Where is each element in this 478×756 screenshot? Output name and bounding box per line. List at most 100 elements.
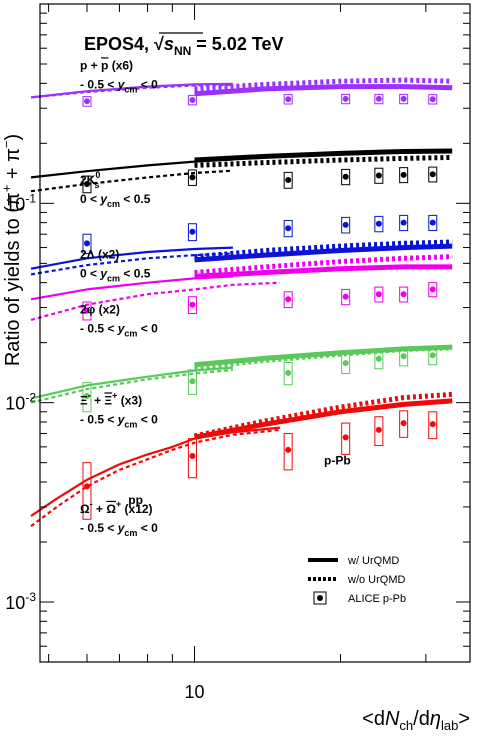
ppb-with-urqmd-line [194,344,453,368]
alice-syst-box [82,462,92,520]
pp-with-urqmd-line [30,366,233,400]
series-label-sup: 0 [95,170,100,180]
series-label-text: Ξ [80,393,88,407]
alice-syst-box [374,167,384,184]
series-layer [30,77,453,528]
legend-label: w/o UrQMD [347,574,406,586]
alice-point [83,98,90,105]
series-label-italic: y [99,266,108,280]
series-label-sub: cm [124,419,137,429]
alice-syst-box [82,301,92,321]
series-label-line: - 0.5 < ycm < 0 [80,412,158,429]
alice-syst-box [283,362,293,386]
title-sqrt: √ [154,34,164,54]
alice-point [189,453,196,460]
y-tick-exponent: -1 [25,191,36,205]
alice-syst-box [399,286,409,303]
series-label-italic: y [99,192,108,206]
ppb-with-urqmd-line [194,243,453,263]
series-label-sup: + [116,499,121,509]
y-tick-base: 10 [5,194,25,214]
alice-syst-box [374,215,384,233]
alice-syst-box [187,369,197,395]
series-label-line: 0 < ycm < 0.5 [80,192,151,209]
alice-syst-box [82,382,92,413]
alice-syst-box [341,168,351,186]
series-label-text: - 0.5 < [80,322,118,336]
series-label-line: 2φ (x2) [80,303,120,317]
series-label-text: < 0 [137,521,158,535]
ylabel-sup: − [0,141,14,149]
legend-label: w/ UrQMD [347,555,399,567]
x-tick-label: 10 [185,682,205,702]
xlabel-italic: η [430,708,441,730]
alice-syst-box [283,291,293,309]
alice-syst-box [341,93,351,105]
ppb-with-urqmd-line [194,398,453,440]
ylabel-part: ) [2,134,24,141]
alice-syst-box [187,223,197,242]
series-label-text: 0 < [80,192,100,206]
alice-syst-box [428,166,438,183]
series-label-sub: cm [124,84,137,94]
ppb-with-urqmd-line [194,148,453,163]
legend: w/ UrQMD w/o UrQMD ALICE p-Pb [308,555,406,605]
alice-syst-box [82,96,92,107]
system-labels: pp p-Pb [128,453,350,507]
series-label-text: 2φ (x2) [80,303,120,317]
alice-point [285,369,292,376]
alice-point [429,421,436,428]
alice-point [375,291,382,298]
alice-point [189,301,196,308]
series-label-italic: y [117,412,126,426]
series-label-line: 2Λ (x2) [80,247,119,261]
alice-syst-box [399,214,409,232]
ylabel-part: + π [2,148,24,185]
alice-point [375,172,382,179]
alice-syst-box [399,347,409,367]
axis-ticks: 10-110-210-310 [5,3,470,702]
alice-syst-box [283,220,293,238]
y-tick-label: 10-3 [5,590,36,613]
alice-point [400,219,407,226]
alice-point [400,291,407,298]
alice-point [189,96,196,103]
series-label-text: 2K [80,173,96,187]
alice-syst-box [341,422,351,455]
pp-without-urqmd-line [30,368,234,404]
chart-title: EPOS4, √sNN = 5.02 TeV [84,34,284,58]
series-label-text: Ω [106,502,116,516]
pp-without-urqmd-line [30,281,280,321]
series-label-sub: cm [124,528,137,538]
ppb-without-urqmd-line [194,154,453,168]
alice-syst-box [374,93,384,105]
alice-syst-box [82,233,92,255]
series-label-text: - 0.5 < [80,77,118,91]
alice-point [375,355,382,362]
y-tick-label: 10-2 [5,391,36,414]
alice-syst-box [428,411,438,440]
ppb-with-urqmd-line [194,264,453,279]
xlabel-sub: ch [399,718,413,733]
title-sub: NN [174,44,191,58]
ppb-without-urqmd-line [193,391,453,439]
series-label-line: - 0.5 < ycm < 0 [80,322,158,339]
series-label-text: (x3) [117,393,142,407]
xlabel-part: > [458,708,470,730]
series-label-italic: y [117,322,126,336]
series-label-sub: cm [107,273,120,283]
ppb-without-urqmd-line [194,239,453,260]
alice-point [375,95,382,102]
pp-without-urqmd-line [30,428,281,528]
series-label-text: < 0 [137,322,158,336]
series-label-text: (x12) [121,502,152,516]
pp-with-urqmd-line [30,426,281,517]
series-label-text: p [101,58,108,72]
alice-point [83,483,90,490]
series-label-text: < 0.5 [120,266,151,280]
alice-syst-box [428,346,438,366]
series-label-text: 2Λ (x2) [80,247,119,261]
alice-point [342,221,349,228]
alice-syst-box [399,410,409,438]
